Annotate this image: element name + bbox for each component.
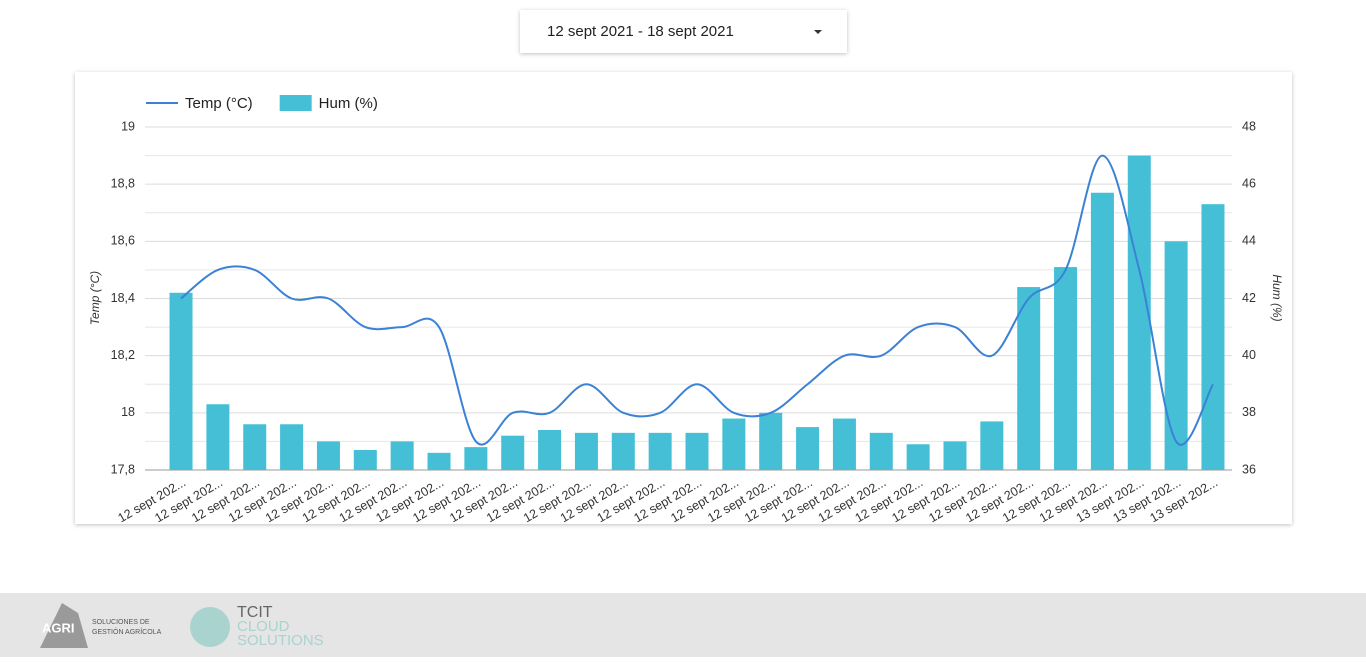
tcit-logo: TCIT — [237, 604, 273, 621]
chart: Temp (°C) Hum (%) 17,8 18 18,2 18,4 18,6 18,8… — [88, 95, 1284, 525]
bar — [869, 432, 893, 470]
y2-tick-label: 46 — [1242, 176, 1256, 190]
bar — [1201, 204, 1225, 471]
y2-tick-label: 42 — [1242, 291, 1256, 305]
y2-tick-label: 38 — [1242, 405, 1256, 419]
y-tick-label: 18,4 — [111, 291, 135, 305]
bar — [574, 432, 598, 470]
bar — [206, 404, 230, 470]
bar — [464, 447, 488, 470]
legend-label: Hum (%) — [319, 95, 378, 112]
bar — [353, 449, 377, 470]
logos: AGRI SOLUCIONES DE GESTIÓN AGRÍCOLA TCIT… — [40, 603, 324, 649]
date-range: 12 sept 2021 - 18 sept 2021 — [547, 23, 734, 40]
bar — [1054, 267, 1078, 470]
y-tick-label: 17,8 — [111, 462, 135, 476]
bar — [943, 441, 967, 470]
y-axis-title: Temp (°C) — [88, 271, 102, 325]
bar — [685, 432, 709, 470]
y-tick-label: 18,8 — [111, 176, 135, 190]
date-range-picker[interactable]: 12 sept 2021 - 18 sept 2021 — [520, 10, 847, 53]
agri-logo: AGRI — [42, 620, 75, 635]
y2-tick-label: 36 — [1242, 462, 1256, 476]
bar — [501, 435, 525, 470]
y2-axis-title: Hum (%) — [1270, 274, 1284, 321]
tcit-icon — [190, 607, 230, 647]
tcit-logo: CLOUD — [237, 618, 290, 635]
bar — [390, 441, 414, 470]
bar — [316, 441, 340, 470]
y-tick-label: 18 — [121, 405, 135, 419]
y-tick-label: 18,6 — [111, 234, 135, 248]
tcit-logo: SOLUTIONS — [237, 632, 324, 649]
bar — [169, 292, 193, 470]
bar — [906, 444, 930, 470]
dropdown-arrow — [814, 30, 822, 34]
agri-tagline: SOLUCIONES DE — [92, 619, 150, 626]
bar — [796, 427, 820, 470]
bar — [980, 421, 1004, 470]
bar — [1017, 287, 1041, 470]
bar — [832, 418, 856, 470]
bar — [1090, 192, 1114, 470]
bar — [1164, 241, 1188, 470]
legend-swatch — [279, 95, 312, 111]
bar — [427, 452, 451, 470]
bar — [722, 418, 746, 470]
footer: AGRI SOLUCIONES DE GESTIÓN AGRÍCOLA TCIT… — [0, 593, 1366, 657]
bar — [648, 432, 672, 470]
bar — [280, 424, 304, 470]
bar — [538, 429, 562, 470]
line — [180, 154, 1214, 446]
agri-icon — [40, 603, 88, 648]
y2-tick-label: 44 — [1242, 234, 1256, 248]
y2-tick-label: 48 — [1242, 119, 1256, 133]
y-tick-label: 18,2 — [111, 348, 135, 362]
bar — [1127, 155, 1151, 471]
bar — [243, 424, 267, 470]
y2-tick-label: 40 — [1242, 348, 1256, 362]
bar — [759, 412, 783, 470]
bar — [611, 432, 635, 470]
legend-label: Temp (°C) — [185, 95, 253, 112]
y-tick-label: 19 — [121, 119, 135, 133]
agri-tagline: GESTIÓN AGRÍCOLA — [92, 627, 162, 636]
